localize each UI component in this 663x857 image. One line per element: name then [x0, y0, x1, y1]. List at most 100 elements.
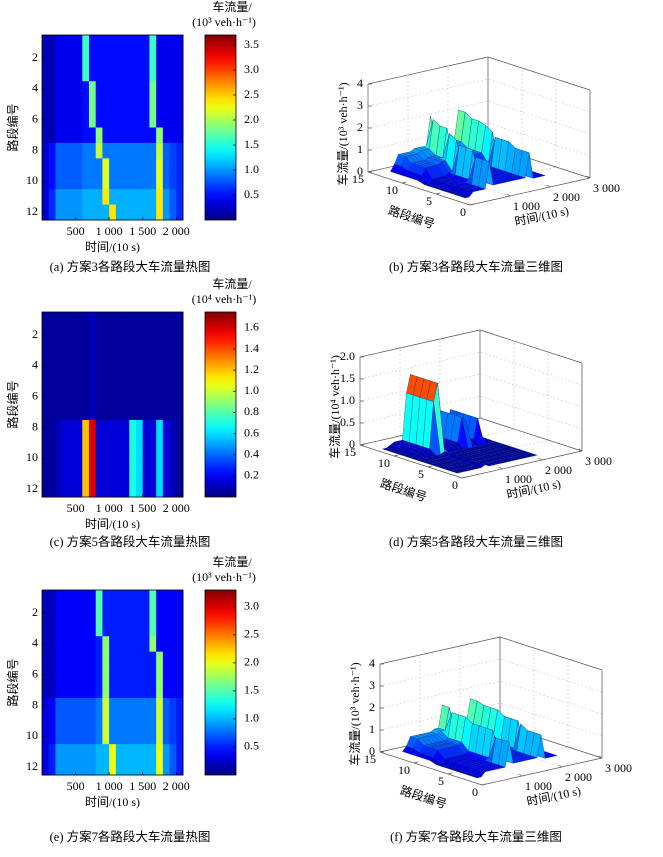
heat-cell	[122, 189, 130, 205]
heat-cell	[162, 173, 170, 190]
y-tick	[447, 772, 453, 775]
heat-cell	[149, 728, 157, 745]
heat-cell	[89, 620, 97, 637]
heat-cell	[162, 35, 170, 51]
heat-cell	[169, 651, 177, 668]
heat-cell	[176, 682, 184, 699]
y-tick-label: 12	[26, 481, 38, 495]
heat-cell	[109, 667, 117, 683]
heat-cell	[136, 389, 144, 405]
heat-cell	[68, 50, 76, 67]
heat-cell	[42, 744, 50, 760]
heat-cell	[62, 667, 70, 683]
heat-cell	[136, 142, 144, 159]
y-tick-label: 0	[460, 205, 466, 219]
heat-cell	[82, 35, 90, 51]
colorbar-title: 车流量/	[212, 276, 252, 291]
heat-cell	[122, 127, 130, 144]
heat-cell	[169, 744, 177, 760]
heat-cell	[115, 35, 123, 51]
heat-cell	[109, 189, 117, 205]
heat-cell	[62, 651, 70, 668]
heat-cell	[89, 636, 97, 653]
heat-cell	[55, 96, 63, 113]
heat-cell	[48, 389, 56, 405]
heat-cell	[129, 389, 137, 405]
heat-cell	[48, 404, 56, 421]
grid-line	[479, 395, 583, 430]
heat-cell	[136, 481, 144, 498]
heat-cell	[136, 158, 144, 175]
heat-cell	[102, 466, 110, 482]
heat-cell	[176, 728, 184, 745]
heat-cell	[48, 96, 56, 113]
heat-cell	[42, 620, 50, 637]
heat-cell	[95, 389, 103, 405]
heat-cell	[129, 697, 137, 714]
heat-cell	[62, 728, 70, 745]
heat-cell	[149, 419, 157, 436]
heat-cell	[142, 466, 150, 482]
heat-cell	[62, 481, 70, 498]
heat-cell	[68, 481, 76, 498]
heat-cell	[115, 651, 123, 668]
heat-cell	[68, 142, 76, 159]
heat-cell	[136, 173, 144, 190]
heat-cell	[95, 620, 103, 637]
heat-cell	[142, 435, 150, 452]
heat-cell	[42, 127, 50, 144]
heat-cell	[169, 204, 177, 221]
heat-cell	[95, 713, 103, 730]
colorbar-tick-label: 1.5	[244, 683, 259, 697]
heat-cell	[176, 358, 184, 375]
heat-cell	[122, 435, 130, 452]
heat-cell	[75, 158, 83, 175]
colorbar	[204, 311, 237, 498]
heat-cell	[162, 590, 170, 606]
heat-cell	[48, 65, 56, 82]
heat-cell	[82, 358, 90, 375]
heat-cell	[75, 590, 83, 606]
heat-cell	[89, 466, 97, 482]
heat-cell	[109, 759, 117, 776]
x-tick	[506, 193, 511, 197]
heat-cell	[136, 651, 144, 668]
heat-cell	[62, 158, 70, 175]
heat-cell	[48, 35, 56, 51]
heat-cell	[95, 466, 103, 482]
heat-cell	[68, 450, 76, 467]
x-axis-label: 时间/(10 s)	[85, 795, 140, 809]
x-axis-label: 时间/(10 s)	[85, 240, 140, 254]
heat-cell	[136, 81, 144, 98]
heat-cell	[102, 481, 110, 498]
heat-cell	[115, 112, 123, 128]
heat-cell	[176, 327, 184, 344]
heat-cell	[102, 590, 110, 606]
heat-cell	[122, 697, 130, 714]
heat-cell	[149, 697, 157, 714]
heat-cell	[82, 312, 90, 328]
heat-cell	[109, 605, 117, 622]
heat-cell	[149, 481, 157, 498]
heat-cell	[156, 450, 164, 467]
heat-cell	[82, 173, 90, 190]
heat-cell	[136, 466, 144, 482]
heat-cell	[129, 667, 137, 683]
heat-cell	[62, 312, 70, 328]
heat-cell	[109, 142, 117, 159]
heat-cell	[42, 404, 50, 421]
heat-cell	[162, 158, 170, 175]
y-tick	[379, 750, 385, 753]
heat-cell	[136, 713, 144, 730]
heat-cell	[42, 450, 50, 467]
heat-cell	[169, 373, 177, 390]
z-tick-label: 1	[369, 722, 375, 736]
heat-cell	[136, 636, 144, 653]
axis-line	[367, 171, 471, 206]
heat-cell	[115, 50, 123, 67]
caption: (b) 方案3各路段大车流量三维图	[389, 259, 563, 274]
colorbar-tick-label: 3.0	[244, 599, 259, 613]
heat-cell	[95, 173, 103, 190]
heat-cell	[75, 620, 83, 637]
colorbar-title: (10³ veh·h⁻¹)	[192, 15, 256, 29]
